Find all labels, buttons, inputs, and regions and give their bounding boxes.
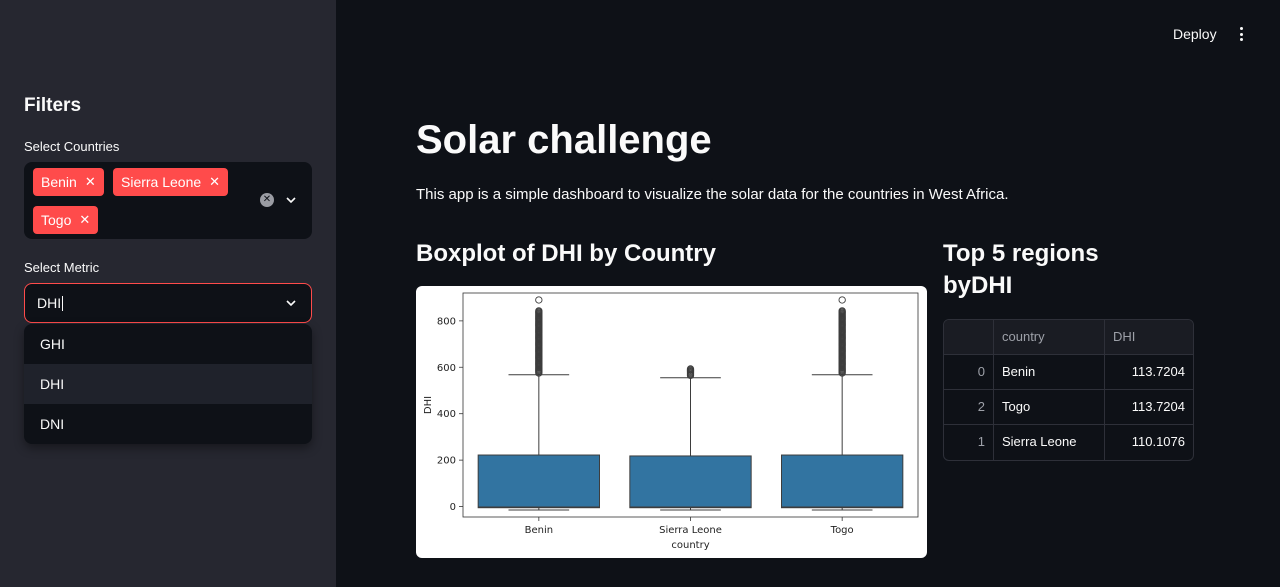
country-tag-benin: Benin ✕ [33, 168, 104, 196]
metric-select-value-wrap: DHI [37, 295, 64, 311]
box-benin [477, 454, 601, 509]
column-header-index [944, 320, 994, 354]
countries-label: Select Countries [24, 139, 120, 154]
metric-select[interactable]: DHI [24, 283, 312, 323]
outlier-point [535, 296, 543, 304]
row-index: 2 [944, 390, 994, 424]
main-menu-icon[interactable] [1240, 27, 1244, 41]
table-row: 2 Togo 113.7204 [944, 390, 1193, 425]
row-country: Sierra Leone [994, 425, 1105, 460]
country-tag-sierra-leone: Sierra Leone ✕ [113, 168, 229, 196]
outlier-point [838, 307, 846, 315]
x-axis-label: country [671, 540, 709, 551]
clear-all-icon[interactable]: ✕ [260, 193, 274, 207]
row-index: 1 [944, 425, 994, 460]
table-heading-line1: Top 5 regions [943, 240, 1099, 267]
metric-label: Select Metric [24, 260, 100, 275]
y-axis-label: DHI [423, 396, 434, 414]
x-tick-label: Togo [830, 525, 854, 536]
chevron-down-icon[interactable] [286, 298, 296, 308]
country-tag-togo: Togo ✕ [33, 206, 99, 234]
metric-option-ghi[interactable]: GHI [40, 336, 65, 352]
row-value: 110.1076 [1131, 434, 1185, 449]
box-togo [781, 454, 904, 509]
chart-heading: Boxplot of DHI by Country [416, 240, 716, 267]
row-country: Togo [994, 390, 1105, 424]
remove-tag-icon[interactable]: ✕ [84, 174, 96, 189]
deploy-button[interactable]: Deploy [1173, 26, 1217, 42]
remove-tag-icon[interactable]: ✕ [79, 212, 91, 227]
boxplot-svg: 0 200 400 600 800 DHI Benin Sierra Leone Togo cou… [423, 292, 919, 551]
chevron-down-icon[interactable] [286, 195, 296, 205]
y-tick-label: 800 [437, 316, 456, 327]
text-caret [62, 296, 64, 311]
y-tick-label: 200 [437, 456, 456, 467]
row-country: Benin [994, 355, 1105, 389]
outlier-point [838, 296, 846, 304]
tag-label: Sierra Leone [121, 174, 202, 190]
table-row: 0 Benin 113.7204 [944, 355, 1193, 390]
x-tick-label: Benin [525, 525, 553, 536]
sidebar: Filters Select Countries Benin ✕ Sierra … [0, 0, 336, 587]
table-heading-line2: byDHI [943, 272, 1013, 299]
metric-option-dhi[interactable]: DHI [24, 364, 312, 404]
row-value: 113.7204 [1131, 364, 1185, 379]
row-index: 0 [944, 355, 994, 389]
row-value: 113.7204 [1131, 399, 1185, 414]
sidebar-title: Filters [24, 95, 82, 116]
countries-multiselect[interactable]: Benin ✕ Sierra Leone ✕ Togo ✕ ✕ [24, 162, 312, 239]
box-sierra-leone [629, 455, 752, 509]
remove-tag-icon[interactable]: ✕ [209, 174, 221, 189]
table-header-row: country DHI [944, 320, 1193, 355]
page-title: Solar challenge [416, 118, 712, 162]
outlier-point [686, 365, 695, 373]
tag-label: Togo [41, 212, 72, 228]
y-tick-label: 400 [437, 409, 456, 420]
metric-select-value: DHI [37, 295, 62, 311]
x-tick-label: Sierra Leone [659, 525, 722, 536]
tag-label: Benin [41, 174, 77, 190]
y-tick-label: 600 [437, 363, 456, 374]
y-tick-label: 0 [450, 502, 456, 513]
metric-dropdown: GHI DHI DNI [24, 324, 312, 444]
page-intro: This app is a simple dashboard to visual… [416, 186, 1009, 203]
metric-option-dni[interactable]: DNI [40, 416, 65, 432]
column-header-country[interactable]: country [994, 320, 1105, 354]
top-regions-table: country DHI 0 Benin 113.7204 2 Togo 113.… [943, 319, 1194, 461]
outlier-point [535, 307, 543, 315]
boxplot-chart: 0 200 400 600 800 DHI Benin Sierra Leone Togo cou… [416, 286, 927, 558]
column-header-dhi[interactable]: DHI [1113, 329, 1136, 344]
table-row: 1 Sierra Leone 110.1076 [944, 425, 1193, 460]
